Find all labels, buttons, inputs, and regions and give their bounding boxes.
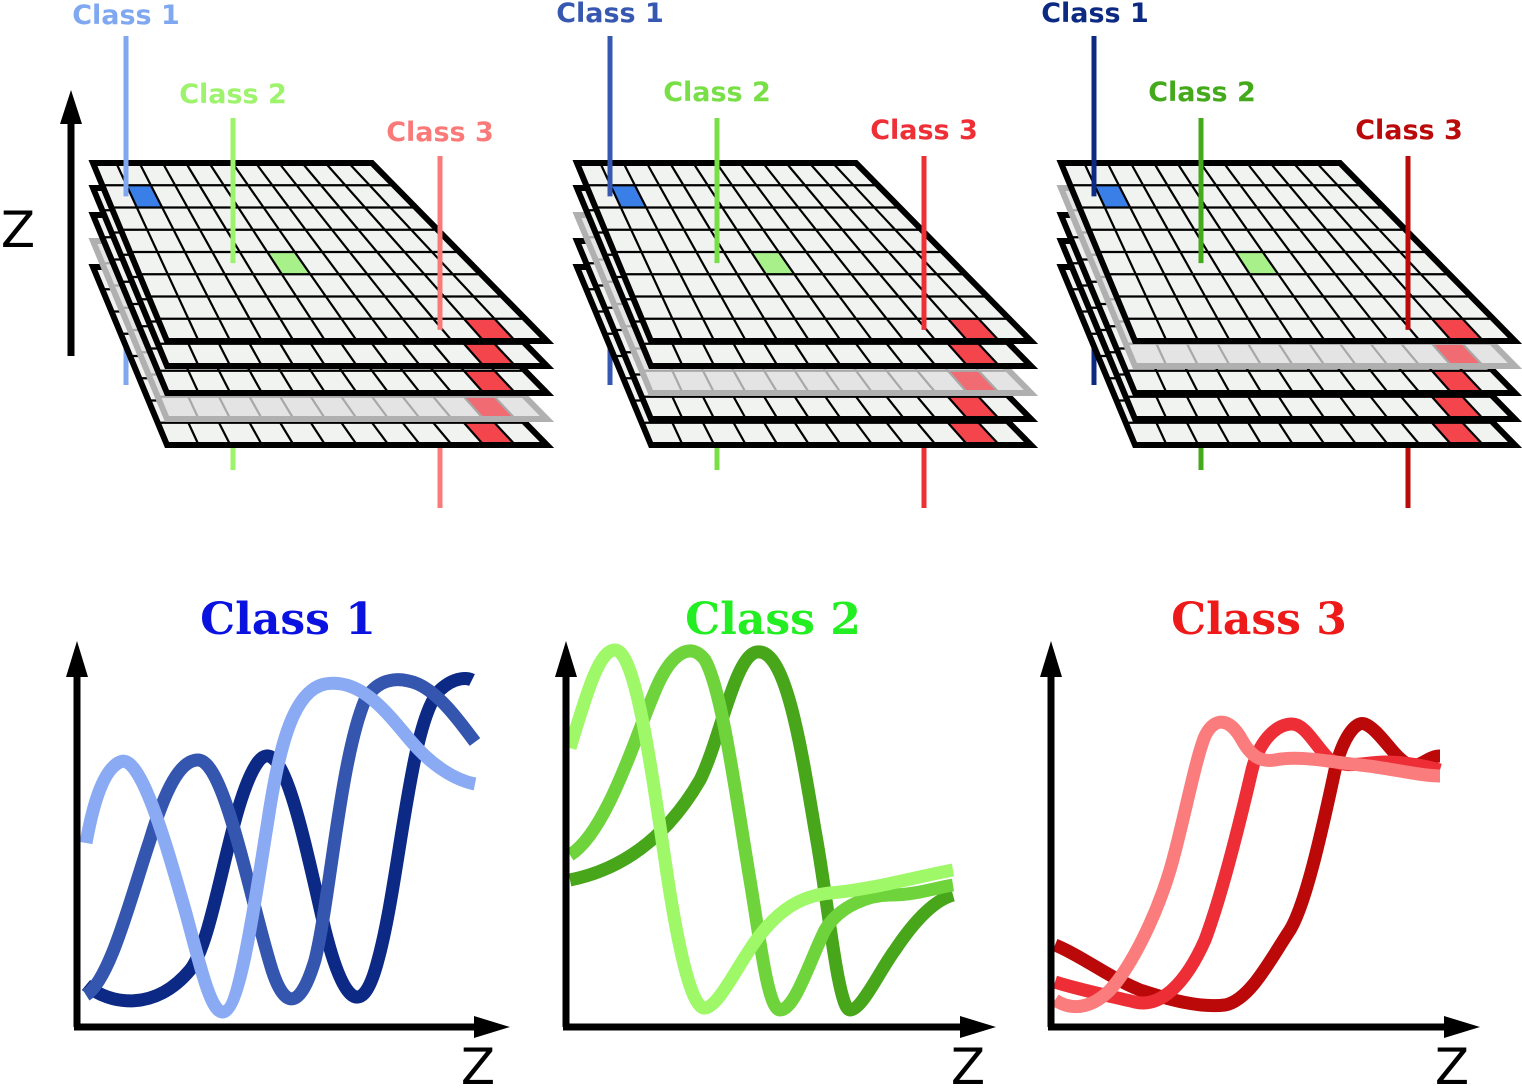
class-3-cell [947,422,1000,445]
stack-3-layers [1056,160,1522,448]
class-3-cell [947,318,1000,341]
stack-2-lines-above [607,36,927,330]
stack-z-axis-arrowhead [60,90,82,124]
plot-1-xlabel: Z [461,1038,495,1088]
stack-1: Class 1 Class 2 Class 3 [72,0,555,508]
stack-2-class-2-label: Class 2 [663,77,771,108]
stack-1-layers [88,160,555,448]
plot-1-curve-b [81,673,481,1006]
stack-1-class-3-label: Class 3 [386,117,494,148]
grid-layer-border [88,160,555,344]
class-3-cell [463,370,516,393]
stack-2: Class 1 Class 2 Class 3 [556,0,1039,508]
plot-2-curve-a [563,643,955,1015]
plot-3-curve-c [1052,717,1441,1013]
class-2-cell [267,252,311,275]
plot-2-title: Class 2 [685,594,861,645]
plot-3-y-arrowhead [1040,641,1062,677]
stack-2-layers [572,160,1039,448]
plot-3-x-arrowhead [1444,1016,1480,1038]
plot-1-x-arrowhead [474,1016,510,1038]
plot-2-curve-c [568,645,956,1017]
class-3-cell [463,422,516,445]
stack-3-class-3-label: Class 3 [1355,115,1463,146]
plot-1-y-arrowhead [66,641,88,677]
stack-3-lines-above [1091,36,1411,330]
plot-3-curves [1051,715,1442,1014]
grid-layer [1056,160,1522,344]
class-3-cell [947,396,1000,419]
grid-layer-border [572,160,1039,344]
class-3-cell [1431,343,1484,366]
stack-2-class-1-label: Class 1 [556,0,664,29]
stack-1-class-1-label: Class 1 [72,0,180,31]
plot-2-curves [563,643,956,1017]
plot-2-x-arrowhead [960,1016,996,1038]
class-2-cell [751,252,795,275]
stack-z-axis-label: Z [1,201,35,259]
grid-layer [88,160,555,344]
class-3-cell [947,343,1000,366]
plot-class-3: Class 3 Z [1040,594,1480,1088]
class-3-cell [947,370,1000,393]
stack-1-lines-above [123,36,443,330]
plot-class-1: Class 1 Z [66,594,510,1088]
class-3-cell [463,396,516,419]
grid-layer-border [1056,160,1522,344]
grid-layer [572,160,1039,344]
class-3-cell [1431,422,1484,445]
stack-3: Class 1 Class 2 Class 3 [1041,0,1522,508]
class-3-cell [463,318,516,341]
plot-3-title: Class 3 [1171,594,1347,645]
plot-2-curve-b [566,644,955,1017]
class-3-cell [1431,370,1484,393]
stack-3-class-2-label: Class 2 [1148,77,1256,108]
plot-2-y-arrowhead [555,641,577,677]
stack-1-class-2-label: Class 2 [179,79,287,110]
class-2-cell [1235,252,1279,275]
plot-1-title: Class 1 [200,594,376,645]
stack-3-class-1-label: Class 1 [1041,0,1149,29]
plot-2-xlabel: Z [951,1038,985,1088]
class-3-cell [463,343,516,366]
class-3-cell [1431,396,1484,419]
plot-3-curve-a [1051,715,1441,1014]
plot-3-xlabel: Z [1435,1038,1469,1088]
stack-z-axis: Z [1,90,82,356]
plot-1-curve-a [79,676,477,1019]
plot-1-axes: Z [66,641,510,1088]
plot-3-axes: Z [1040,641,1480,1088]
class-3-cell [1431,318,1484,341]
plot-class-2: Class 2 Z [555,594,996,1088]
plot-1-curves [79,672,481,1019]
stack-2-class-3-label: Class 3 [870,115,978,146]
plot-2-axes: Z [555,641,996,1088]
